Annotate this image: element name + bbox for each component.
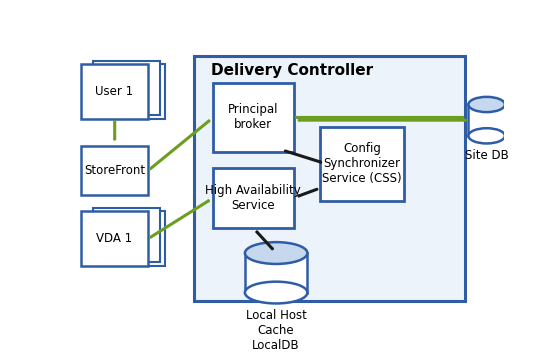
FancyBboxPatch shape: [213, 168, 293, 228]
Text: StoreFront: StoreFront: [84, 164, 145, 177]
Ellipse shape: [468, 128, 505, 143]
FancyArrowPatch shape: [151, 201, 208, 237]
FancyBboxPatch shape: [194, 56, 465, 302]
FancyArrowPatch shape: [150, 121, 209, 169]
Polygon shape: [245, 253, 307, 292]
Text: User 1: User 1: [95, 85, 133, 98]
FancyBboxPatch shape: [81, 64, 148, 119]
FancyArrowPatch shape: [299, 189, 317, 196]
FancyBboxPatch shape: [320, 127, 404, 201]
Text: Site DB: Site DB: [465, 149, 508, 162]
FancyBboxPatch shape: [98, 211, 165, 266]
Text: Config
Synchronizer
Service (CSS): Config Synchronizer Service (CSS): [322, 142, 402, 185]
FancyBboxPatch shape: [213, 84, 293, 152]
Ellipse shape: [245, 282, 307, 303]
Text: VDA 1: VDA 1: [96, 232, 133, 245]
FancyArrowPatch shape: [285, 151, 321, 162]
Polygon shape: [468, 104, 505, 136]
Text: Local Host
Cache
LocalDB: Local Host Cache LocalDB: [246, 309, 306, 352]
FancyBboxPatch shape: [92, 208, 160, 262]
FancyBboxPatch shape: [98, 64, 165, 119]
Text: Principal
broker: Principal broker: [228, 103, 279, 131]
FancyBboxPatch shape: [92, 61, 160, 115]
FancyArrowPatch shape: [257, 232, 272, 249]
Text: Delivery Controller: Delivery Controller: [211, 63, 373, 78]
FancyBboxPatch shape: [81, 211, 148, 266]
FancyBboxPatch shape: [81, 146, 148, 195]
Text: High Availability
Service: High Availability Service: [206, 184, 301, 212]
Ellipse shape: [468, 97, 505, 112]
Ellipse shape: [245, 242, 307, 264]
